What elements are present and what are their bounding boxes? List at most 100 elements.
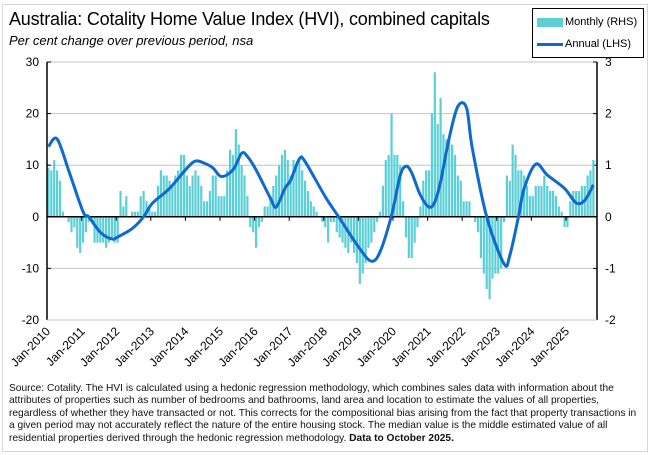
- monthly-bar: [185, 175, 188, 217]
- monthly-bar: [344, 216, 347, 248]
- legend-swatch-annual: [537, 42, 563, 46]
- monthly-bar: [549, 191, 552, 217]
- monthly-bar: [531, 196, 534, 217]
- monthly-bar: [523, 175, 526, 217]
- monthly-bar: [497, 216, 500, 274]
- monthly-bar: [476, 216, 480, 233]
- monthly-bar: [249, 216, 252, 228]
- monthly-bar: [205, 201, 209, 217]
- legend: Monthly (RHS) Annual (LHS): [532, 8, 644, 58]
- monthly-bar: [505, 175, 508, 217]
- monthly-bar: [116, 216, 119, 243]
- monthly-bar: [324, 216, 327, 228]
- monthly-bar: [592, 160, 595, 217]
- monthly-bar: [177, 170, 180, 217]
- monthly-bar: [327, 216, 330, 243]
- monthly-bar: [557, 206, 560, 217]
- monthly-bar: [139, 196, 142, 217]
- monthly-bar: [133, 211, 137, 217]
- monthly-bar: [474, 216, 477, 222]
- chart-frame: [2, 4, 648, 452]
- monthly-bar: [257, 216, 261, 228]
- monthly-bar: [214, 175, 217, 217]
- monthly-bar: [50, 170, 53, 217]
- monthly-bar: [451, 144, 454, 217]
- monthly-bar: [70, 216, 73, 233]
- monthly-bar: [502, 216, 506, 222]
- monthly-bar: [278, 165, 281, 217]
- monthly-bar: [234, 129, 237, 217]
- left-tick-label: 0: [32, 210, 39, 224]
- monthly-bar: [488, 216, 491, 300]
- monthly-bar: [295, 165, 298, 217]
- monthly-bar: [341, 216, 344, 243]
- monthly-bar: [439, 98, 442, 217]
- left-tick-label: 20: [26, 107, 40, 121]
- monthly-bar: [370, 216, 373, 243]
- monthly-bar: [459, 180, 462, 217]
- monthly-bar: [148, 206, 151, 217]
- monthly-bar: [433, 72, 436, 217]
- right-tick-label: 0: [605, 210, 612, 224]
- monthly-bar: [306, 191, 310, 217]
- monthly-bar: [560, 211, 563, 217]
- monthly-bar: [508, 180, 511, 217]
- legend-label-monthly: Monthly (RHS): [565, 16, 638, 28]
- monthly-bar: [113, 216, 116, 243]
- monthly-bar: [404, 216, 408, 238]
- monthly-bar: [543, 175, 546, 217]
- monthly-bar: [456, 175, 459, 217]
- annual-line: [47, 101, 595, 268]
- monthly-bar: [93, 216, 96, 243]
- monthly-bar: [102, 216, 105, 243]
- monthly-bar: [347, 216, 350, 253]
- monthly-bar: [500, 216, 503, 269]
- monthly-bar: [425, 170, 428, 217]
- monthly-bar: [243, 175, 246, 217]
- monthly-bar: [546, 185, 549, 217]
- monthly-bar: [390, 113, 393, 217]
- monthly-bar: [453, 154, 457, 217]
- monthly-bar: [448, 139, 451, 217]
- monthly-bar: [99, 216, 102, 243]
- monthly-bar: [401, 201, 405, 217]
- monthly-bar: [298, 160, 301, 217]
- monthly-bar: [482, 216, 485, 274]
- monthly-bar: [197, 175, 200, 217]
- monthly-bar: [436, 123, 439, 217]
- monthly-bar: [384, 160, 387, 217]
- monthly-bar: [231, 154, 235, 217]
- right-tick-label: 1: [605, 158, 612, 172]
- monthly-bar: [156, 185, 160, 217]
- right-tick-label: 3: [605, 55, 612, 69]
- monthly-bar: [263, 206, 266, 217]
- monthly-bar: [188, 185, 191, 217]
- monthly-bar: [485, 216, 488, 290]
- monthly-bar: [73, 216, 76, 228]
- monthly-bar: [283, 149, 286, 217]
- monthly-bar: [228, 149, 232, 217]
- monthly-bar: [367, 216, 370, 248]
- monthly-bar: [399, 165, 402, 217]
- monthly-bar: [226, 170, 229, 217]
- monthly-bar: [87, 216, 90, 222]
- monthly-bar: [430, 113, 434, 217]
- monthly-bar: [468, 201, 471, 217]
- monthly-bar: [292, 160, 295, 217]
- monthly-bar: [142, 191, 145, 217]
- left-tick-label: 10: [26, 158, 40, 172]
- monthly-bar: [352, 216, 356, 253]
- left-tick-label: 30: [26, 55, 40, 69]
- right-tick-label: 2: [605, 107, 612, 121]
- monthly-bar: [168, 180, 171, 217]
- monthly-bar: [376, 216, 379, 222]
- monthly-bar: [525, 185, 529, 217]
- monthly-bar: [125, 196, 128, 217]
- monthly-bar: [286, 160, 289, 217]
- monthly-bar: [110, 216, 113, 238]
- monthly-bar: [321, 216, 324, 222]
- footnote-data-date: Data to October 2025.: [349, 432, 454, 444]
- monthly-bar: [514, 154, 517, 217]
- monthly-bar: [200, 185, 203, 217]
- monthly-bar: [350, 216, 353, 243]
